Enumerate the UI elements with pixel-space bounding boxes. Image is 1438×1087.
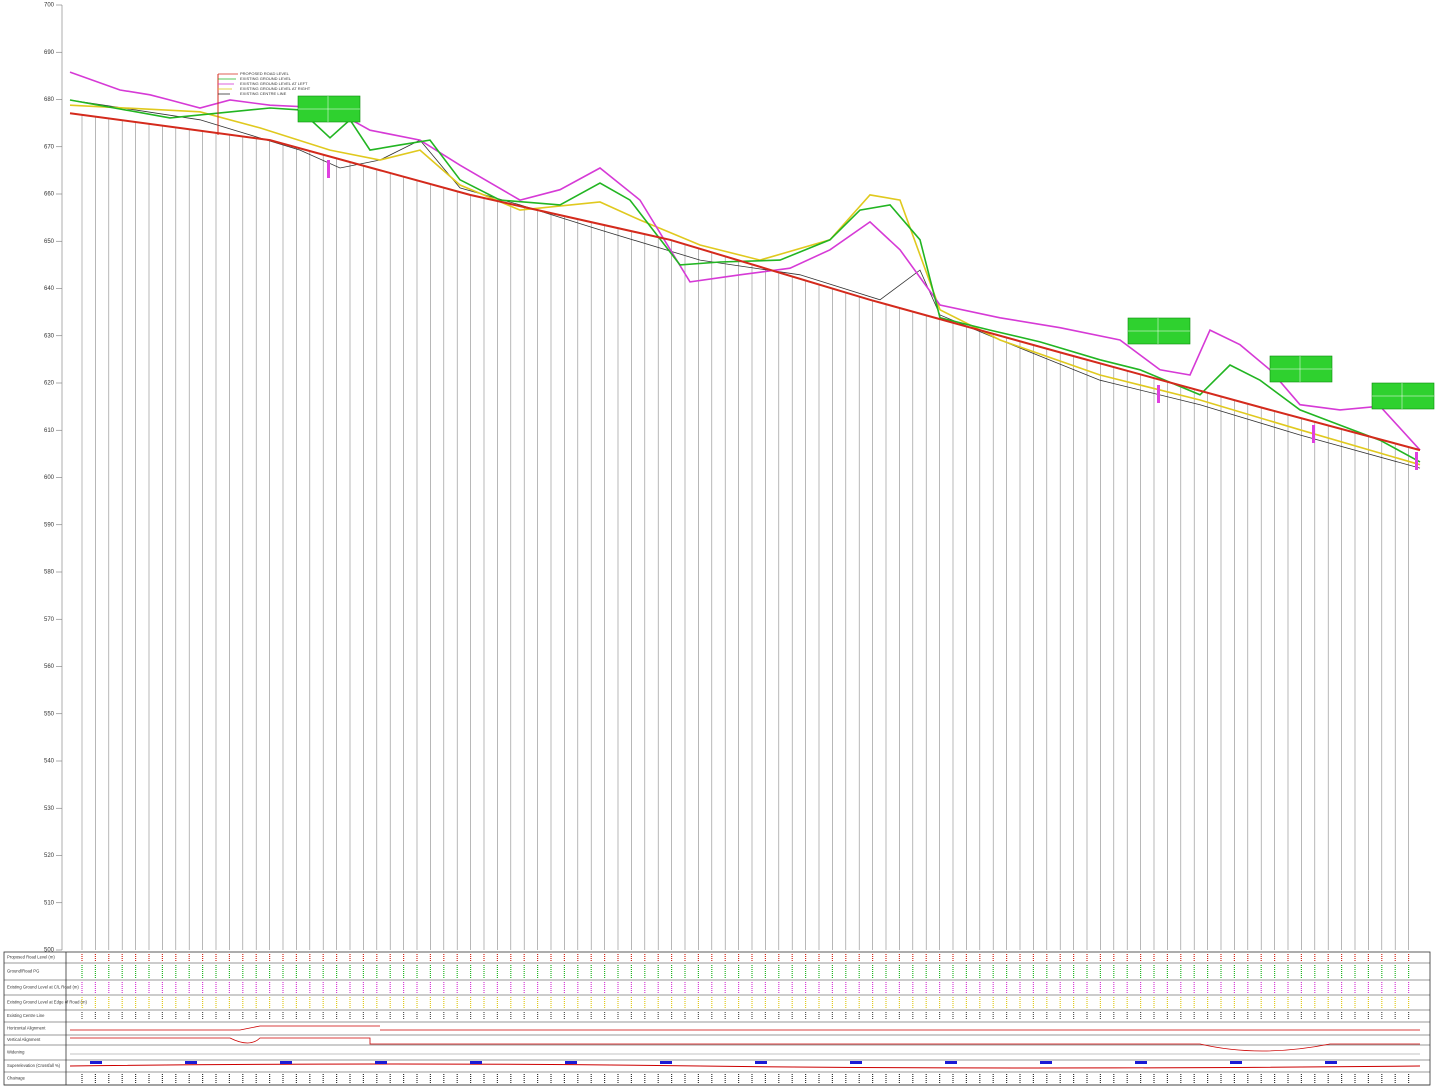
y-tick-label: 500	[44, 948, 55, 954]
row-label: Ground/Road PG	[7, 969, 39, 974]
row-label: Existing Ground Level at Edge of Road (m…	[7, 1000, 87, 1005]
profile-line	[70, 113, 1420, 450]
profile-line	[70, 100, 1420, 462]
row-label: Chainage	[7, 1076, 26, 1081]
y-tick-label: 580	[44, 570, 55, 576]
superelevation	[70, 1064, 1420, 1068]
y-tick-label: 700	[44, 3, 55, 9]
superelevation-block	[660, 1061, 672, 1064]
row-label: Widening	[7, 1050, 25, 1055]
superelevation-block	[280, 1061, 292, 1064]
superelevation-block	[185, 1061, 197, 1064]
y-tick-label: 650	[44, 239, 55, 245]
profile-drawing: 500 510 520 530 540 550 560 570 580 590 600 610 620 6…	[0, 0, 1438, 1087]
y-tick-label: 510	[44, 900, 55, 906]
y-tick-label: 690	[44, 50, 55, 56]
superelevation-block	[375, 1061, 387, 1064]
superelevation-block	[945, 1061, 957, 1064]
y-tick-label: 590	[44, 522, 55, 528]
y-tick-label: 550	[44, 711, 55, 717]
y-tick-label: 600	[44, 475, 55, 481]
superelevation-block	[1230, 1061, 1242, 1064]
row-label: Horizontal Alignment	[7, 1026, 46, 1031]
structure-marker	[327, 160, 330, 178]
superelevation-block	[470, 1061, 482, 1064]
y-tick-label: 680	[44, 97, 55, 103]
row-label: Existing Centre Line	[7, 1013, 45, 1018]
y-tick-label: 520	[44, 853, 55, 859]
y-tick-label: 660	[44, 192, 55, 198]
y-tick-label: 630	[44, 333, 55, 339]
profile-line	[70, 105, 1420, 465]
y-tick-label: 670	[44, 144, 55, 150]
superelevation-block	[1135, 1061, 1147, 1064]
superelevation-block	[850, 1061, 862, 1064]
horizontal-alignment	[70, 1026, 1420, 1030]
row-label: Existing Ground Level at C/L Road (m)	[7, 985, 79, 990]
superelevation-block	[565, 1061, 577, 1064]
row-label: Proposed Road Level (m)	[7, 955, 55, 960]
profile-line	[70, 100, 1420, 468]
structure-marker	[1157, 385, 1160, 403]
y-tick-label: 640	[44, 286, 55, 292]
y-tick-label: 610	[44, 428, 55, 434]
y-tick-label: 530	[44, 806, 55, 812]
vertical-alignment	[70, 1038, 1420, 1051]
superelevation-block	[90, 1061, 102, 1064]
row-label: Superelevation (Crossfall %)	[7, 1063, 61, 1068]
y-tick-label: 540	[44, 759, 55, 765]
legend-label: EXISTING CENTRE LINE	[240, 91, 287, 96]
structure-marker	[1415, 452, 1418, 470]
y-tick-label: 570	[44, 617, 55, 623]
superelevation-block	[1325, 1061, 1337, 1064]
y-tick-label: 620	[44, 381, 55, 387]
y-tick-label: 560	[44, 664, 55, 670]
row-label: Vertical Alignment	[7, 1037, 41, 1042]
superelevation-block	[1040, 1061, 1052, 1064]
structure-marker	[1312, 425, 1315, 443]
superelevation-block	[755, 1061, 767, 1064]
